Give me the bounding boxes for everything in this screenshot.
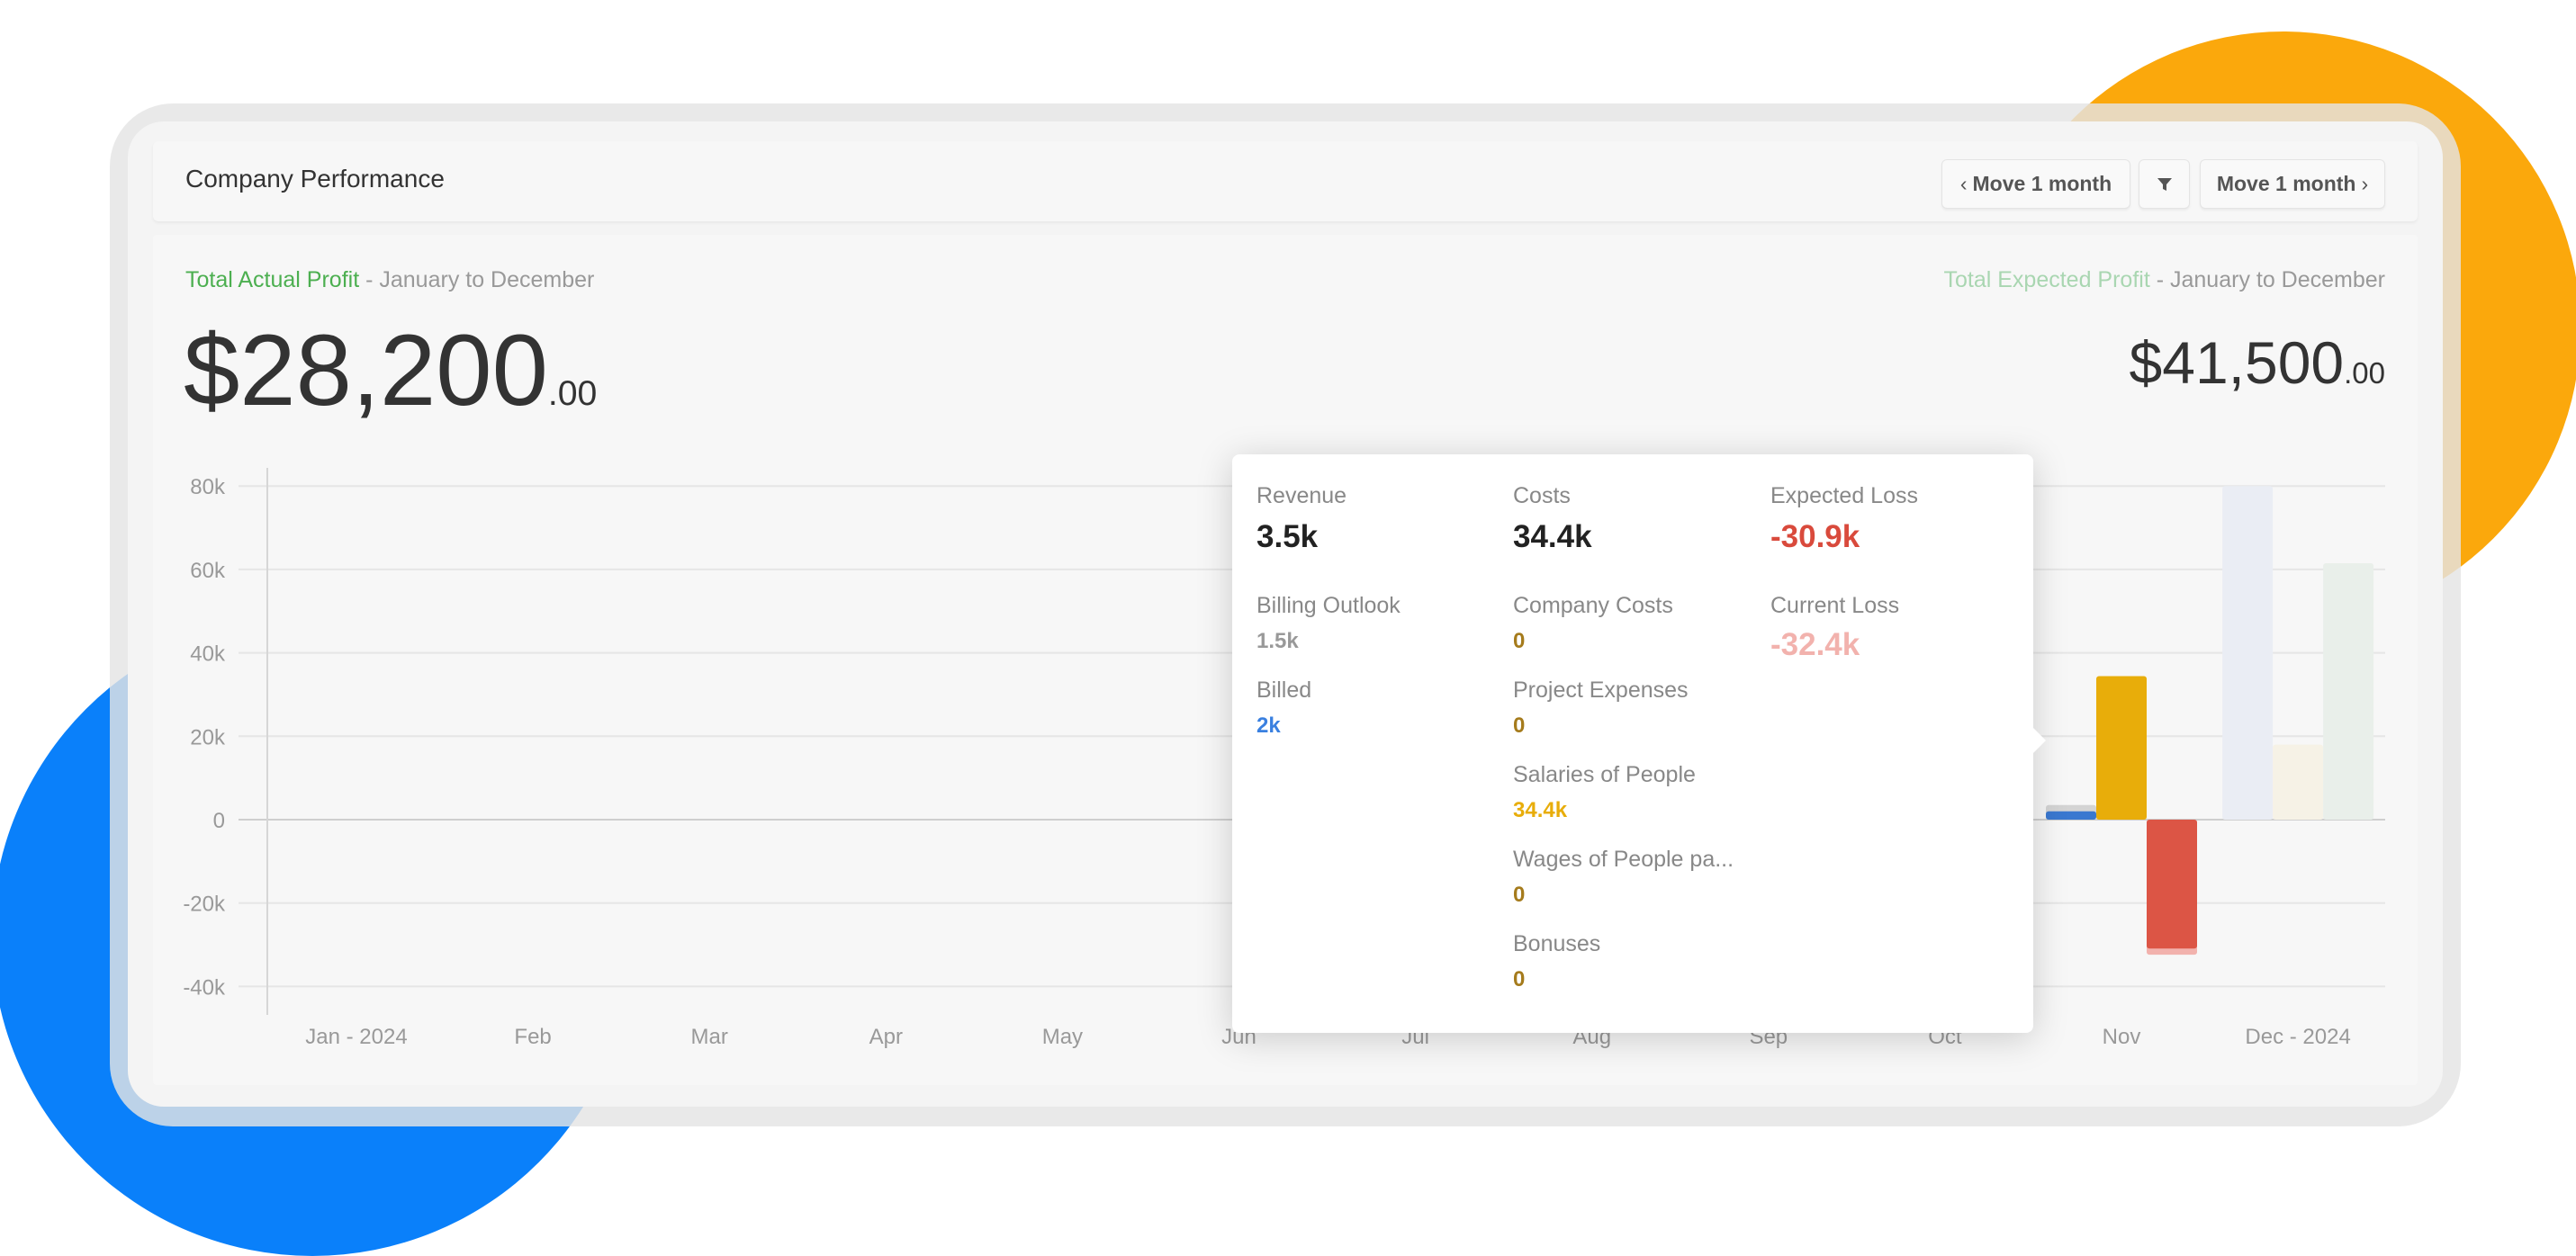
tooltip-costs-label: Costs <box>1513 483 1571 508</box>
tooltip-current-loss-label: Current Loss <box>1770 593 1900 618</box>
tooltip-costs-value: 34.4k <box>1513 519 1592 554</box>
tooltip-billed-label: Billed <box>1256 677 1312 703</box>
tooltip-bonuses-value: 0 <box>1513 967 1526 991</box>
x-tick-label: Mar <box>691 1025 728 1049</box>
x-tick-label: Apr <box>869 1025 903 1049</box>
tooltip-revenue-value: 3.5k <box>1256 519 1319 554</box>
prev-month-label: Move 1 month <box>1972 172 2112 195</box>
x-tick-label: May <box>1042 1025 1083 1049</box>
y-tick-label: 40k <box>190 642 226 667</box>
expected-profit-cents: .00 <box>2344 356 2385 390</box>
chart-tooltip: Revenue 3.5k Costs 34.4k Expected Loss -… <box>1232 454 2046 1033</box>
tooltip-wages-value: 0 <box>1513 883 1526 907</box>
bar <box>2323 562 2374 820</box>
x-tick-label: Jan - 2024 <box>305 1025 407 1049</box>
actual-profit-range: - January to December <box>359 267 595 292</box>
bar <box>2273 744 2324 820</box>
expected-profit-label: Total Expected Profit <box>1943 267 2150 292</box>
expected-profit-range: - January to December <box>2149 267 2385 292</box>
tooltip-salaries-value: 34.4k <box>1513 798 1568 822</box>
bar <box>2222 486 2274 820</box>
actual-profit-dollars: $28,200 <box>184 314 548 426</box>
chevron-right-icon: › <box>2361 172 2369 195</box>
page-title: Company Performance <box>185 165 445 193</box>
expected-profit-heading: Total Expected Profit - January to Decem… <box>1943 267 2385 293</box>
expected-profit-amount: $41,500.00 <box>2130 328 2385 397</box>
y-tick-label: 0 <box>213 809 225 833</box>
card-header: Company Performance ‹ Move 1 month Move … <box>153 141 2418 221</box>
x-tick-label: Feb <box>514 1025 551 1049</box>
bar <box>2046 811 2096 820</box>
y-tick-label: -40k <box>183 975 226 1000</box>
actual-profit-amount: $28,200.00 <box>184 312 597 428</box>
prev-month-button[interactable]: ‹ Move 1 month <box>1941 159 2130 209</box>
tooltip-expected-loss-value: -30.9k <box>1770 519 1860 554</box>
bar <box>2096 676 2147 820</box>
tooltip-salaries-label: Salaries of People <box>1513 762 1696 787</box>
next-month-label: Move 1 month <box>2216 172 2356 195</box>
tooltip-project-expenses-value: 0 <box>1513 713 1526 738</box>
actual-profit-cents: .00 <box>547 374 598 413</box>
tooltip-wages-label: Wages of People pa... <box>1513 847 1734 872</box>
bar <box>2147 820 2197 949</box>
chevron-left-icon: ‹ <box>1959 172 1968 195</box>
y-tick-label: 60k <box>190 559 226 583</box>
tooltip-billing-outlook-value: 1.5k <box>1256 629 1299 653</box>
y-tick-label: 80k <box>190 475 226 499</box>
tooltip-arrow <box>2030 724 2046 757</box>
tooltip-billed-value: 2k <box>1256 713 1281 738</box>
actual-profit-heading: Total Actual Profit - January to Decembe… <box>185 267 594 293</box>
tooltip-revenue-label: Revenue <box>1256 483 1347 508</box>
tooltip-current-loss-value: -32.4k <box>1770 627 1860 662</box>
x-tick-label: Dec - 2024 <box>2245 1025 2350 1049</box>
x-tick-label: Nov <box>2103 1025 2141 1049</box>
tooltip-expected-loss-label: Expected Loss <box>1770 483 1918 508</box>
tooltip-bonuses-label: Bonuses <box>1513 931 1601 956</box>
actual-profit-label: Total Actual Profit <box>185 267 360 292</box>
tooltip-company-costs-value: 0 <box>1513 629 1526 653</box>
expected-profit-dollars: $41,500 <box>2129 329 2345 396</box>
tooltip-company-costs-label: Company Costs <box>1513 593 1673 618</box>
filter-button[interactable] <box>2139 159 2190 209</box>
next-month-button[interactable]: Move 1 month › <box>2200 159 2385 209</box>
tooltip-billing-outlook-label: Billing Outlook <box>1256 593 1401 618</box>
y-tick-label: -20k <box>183 893 226 917</box>
tooltip-project-expenses-label: Project Expenses <box>1513 677 1689 703</box>
y-tick-label: 20k <box>190 725 226 749</box>
filter-icon <box>2157 177 2172 191</box>
